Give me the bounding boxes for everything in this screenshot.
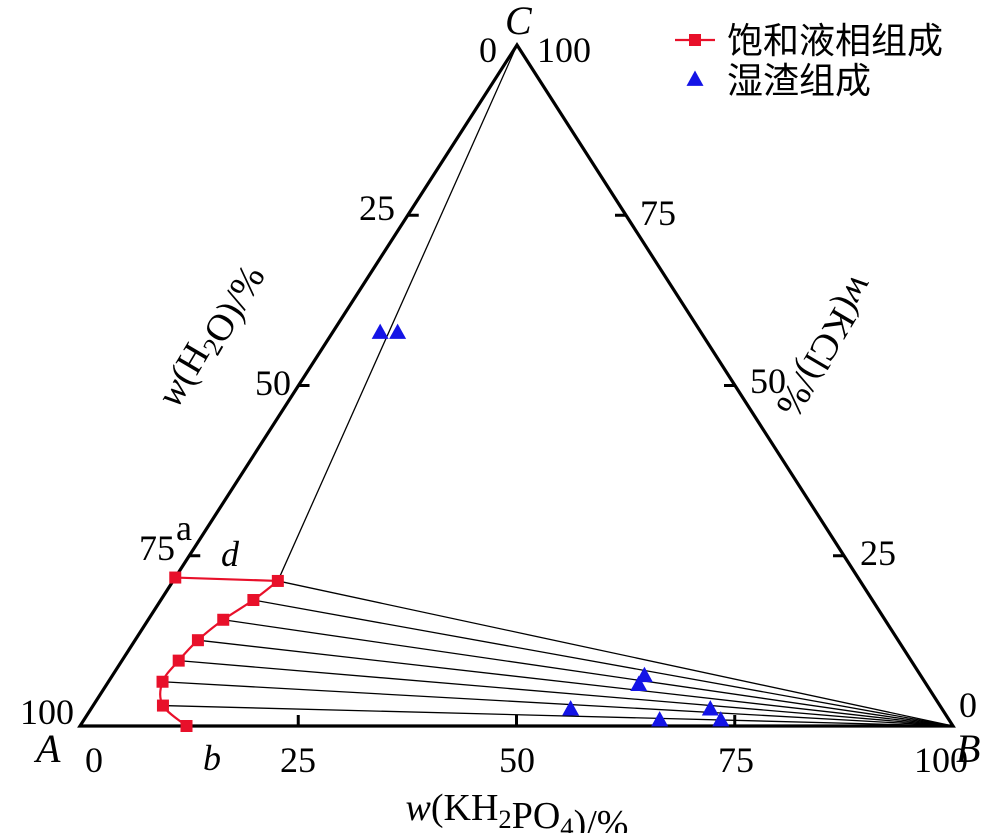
right-axis-label: w(KCl)/%	[768, 268, 883, 424]
left-tick-label: 100	[20, 692, 74, 732]
saturated-liquid-point	[180, 720, 193, 732]
axis-ticks	[189, 213, 844, 726]
saturated-liquid-point	[172, 654, 185, 667]
wet-residue-point	[701, 700, 719, 716]
bottom-tick-label: 100	[914, 740, 968, 780]
data-points	[156, 323, 730, 732]
saturated-liquid-point	[169, 571, 182, 584]
legend-triangle-marker	[686, 70, 704, 86]
vertex-b-label: B	[956, 726, 980, 771]
saturated-liquid-curve	[159, 576, 279, 727]
right-tick-label: 25	[860, 533, 896, 573]
right-tick-label: 100	[537, 30, 591, 70]
bottom-tick-label: 0	[85, 740, 103, 780]
point-label-a: a	[176, 508, 192, 548]
tie-line-to-b	[253, 599, 954, 727]
bottom-tick-label: 50	[499, 740, 535, 780]
bottom-axis-label: w(KH2PO4)/%	[406, 787, 629, 833]
left-tick-label: 75	[139, 528, 175, 568]
saturated-liquid-point	[156, 699, 169, 712]
left-tick-label: 25	[359, 188, 395, 228]
wet-residue-point	[712, 711, 730, 727]
tie-line-to-b	[162, 681, 954, 727]
saturated-liquid-point	[191, 634, 204, 647]
tie-line-to-b	[197, 639, 954, 727]
saturated-liquid-point	[247, 594, 260, 607]
left-tick-label: 50	[255, 363, 291, 403]
liquid-curve-line	[159, 580, 279, 727]
wet-residue-point	[651, 711, 669, 727]
legend-label: 饱和液相组成	[727, 21, 943, 62]
right-tick-label: 75	[640, 193, 676, 233]
tie-line-to-b	[178, 659, 954, 727]
vertex-a-label: A	[33, 726, 61, 771]
wet-residue-point	[630, 675, 648, 691]
right-tick-label: 0	[959, 685, 977, 725]
left-tick-label: 0	[479, 30, 497, 70]
saturated-liquid-point	[156, 675, 169, 688]
saturated-liquid-point	[271, 574, 284, 587]
liquid-curve-segment-d-a	[175, 576, 278, 583]
saturated-liquid-point	[217, 613, 230, 626]
vertex-c-label: C	[505, 0, 533, 43]
wet-residue-point	[562, 700, 580, 716]
point-label-d: d	[221, 534, 240, 574]
tie-line-to-b	[162, 704, 954, 727]
point-label-b: b	[203, 738, 221, 778]
bottom-tick-label: 75	[718, 740, 754, 780]
bottom-tick-label: 25	[280, 740, 316, 780]
wet-residue-point	[371, 323, 389, 339]
wet-residue-point	[389, 323, 407, 339]
wet-residue-point	[635, 666, 653, 683]
legend-square-marker	[689, 34, 701, 46]
tie-line-to-c	[277, 44, 518, 582]
right-tick-label: 50	[750, 361, 786, 401]
tie-line-to-b	[223, 619, 954, 727]
legend-label: 湿渣组成	[727, 61, 871, 102]
tie-line-to-b	[277, 580, 954, 727]
